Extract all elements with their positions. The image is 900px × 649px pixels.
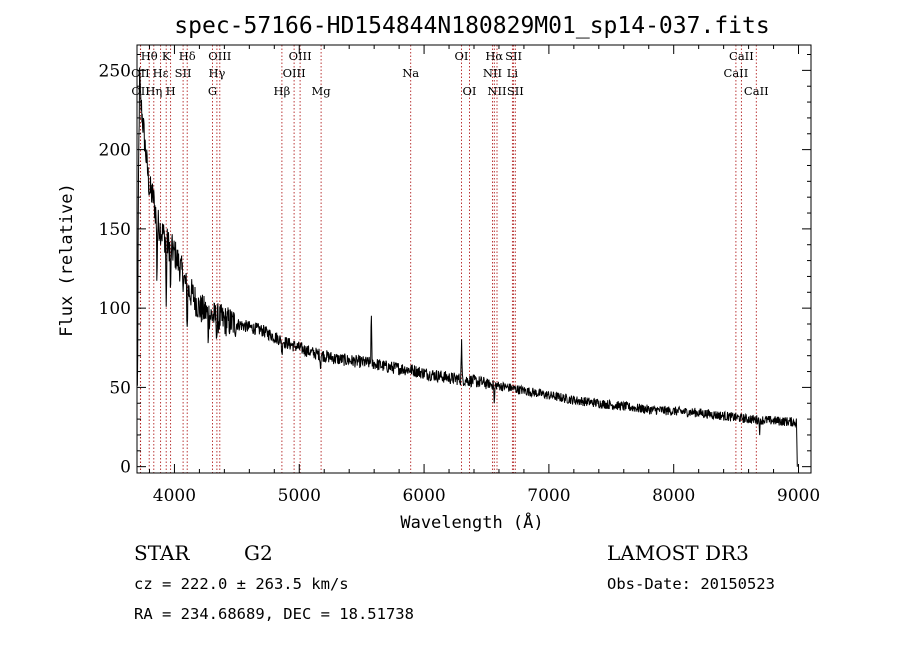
x-axis: 4000 5000 6000 7000 8000 9000 xyxy=(148,45,820,506)
spectral-line-label: Hβ xyxy=(274,84,291,98)
plot-frame xyxy=(136,44,812,474)
spectral-line-label: H xyxy=(166,84,176,98)
spectral-line-label: OIII xyxy=(289,49,312,63)
spectral-line-label: Hα xyxy=(485,49,503,63)
spectral-line-label: OIII xyxy=(208,49,231,63)
x-axis-label: Wavelength (Å) xyxy=(400,511,543,533)
spectral-line-label: CaII xyxy=(724,66,749,80)
spectrum-series xyxy=(136,67,798,467)
x-tick-label: 6000 xyxy=(402,486,445,506)
y-tick-label: 0 xyxy=(120,458,131,478)
y-tick-label: 100 xyxy=(99,299,131,319)
x-tick-label: 7000 xyxy=(527,486,570,506)
spectral-line-label: NII xyxy=(483,66,502,80)
x-tick-label: 5000 xyxy=(278,486,321,506)
spectral-line-label: Hε xyxy=(153,66,169,80)
x-tick-label: 8000 xyxy=(652,486,695,506)
spectral-line-markers xyxy=(139,45,757,473)
y-axis-label: Flux (relative) xyxy=(57,183,77,337)
spectral-line-label: Li xyxy=(507,66,519,80)
spectral-line-label: Hδ xyxy=(179,49,196,63)
spectral-line-label: CaII xyxy=(729,49,754,63)
spectral-line-label: Hθ xyxy=(141,49,158,63)
spectral-line-label: OII xyxy=(131,66,150,80)
spectral-line-label: Mg xyxy=(312,84,332,98)
spectral-line-label: SII xyxy=(505,49,522,63)
coordinates-readout: RA = 234.68689, DEC = 18.51738 xyxy=(134,605,414,623)
spectrum-line xyxy=(136,67,798,467)
observation-date: Obs-Date: 20150523 xyxy=(607,575,775,593)
spectral-line-labels: OII OII Hθ Hη Hε K SII H Hδ OIII Hγ G Hβ OIII OIII Mg Na… xyxy=(131,49,769,98)
spectral-line-label: OIII xyxy=(283,66,306,80)
spectral-line-label: OI xyxy=(455,49,469,63)
redshift-readout: cz = 222.0 ± 263.5 km/s xyxy=(134,575,349,593)
spectral-line-label: G xyxy=(208,84,217,98)
spectral-line-label: Hγ xyxy=(208,66,225,80)
spectral-line-label: CaII xyxy=(744,84,769,98)
y-tick-label: 150 xyxy=(99,220,131,240)
y-tick-label: 200 xyxy=(99,141,131,161)
x-tick-label: 9000 xyxy=(777,486,820,506)
spectral-line-label: OI xyxy=(463,84,477,98)
object-subclass: G2 xyxy=(244,541,273,565)
object-class: STAR xyxy=(134,541,190,565)
y-tick-label: 50 xyxy=(109,378,131,398)
survey-name: LAMOST DR3 xyxy=(607,541,749,565)
chart-title: spec-57166-HD154844N180829M01_sp14-037.f… xyxy=(174,13,769,39)
y-tick-label: 250 xyxy=(99,61,131,81)
y-axis: 0 50 100 150 200 250 xyxy=(99,54,811,478)
spectral-line-label: OII xyxy=(131,84,150,98)
spectral-line-label: NII xyxy=(487,84,506,98)
spectral-line-label: Na xyxy=(402,66,419,80)
spectral-line-label: SII xyxy=(175,66,192,80)
x-tick-label: 4000 xyxy=(153,486,196,506)
spectral-line-label: K xyxy=(162,49,171,63)
spectral-line-label: Hη xyxy=(145,84,162,98)
spectral-line-label: SII xyxy=(507,84,524,98)
